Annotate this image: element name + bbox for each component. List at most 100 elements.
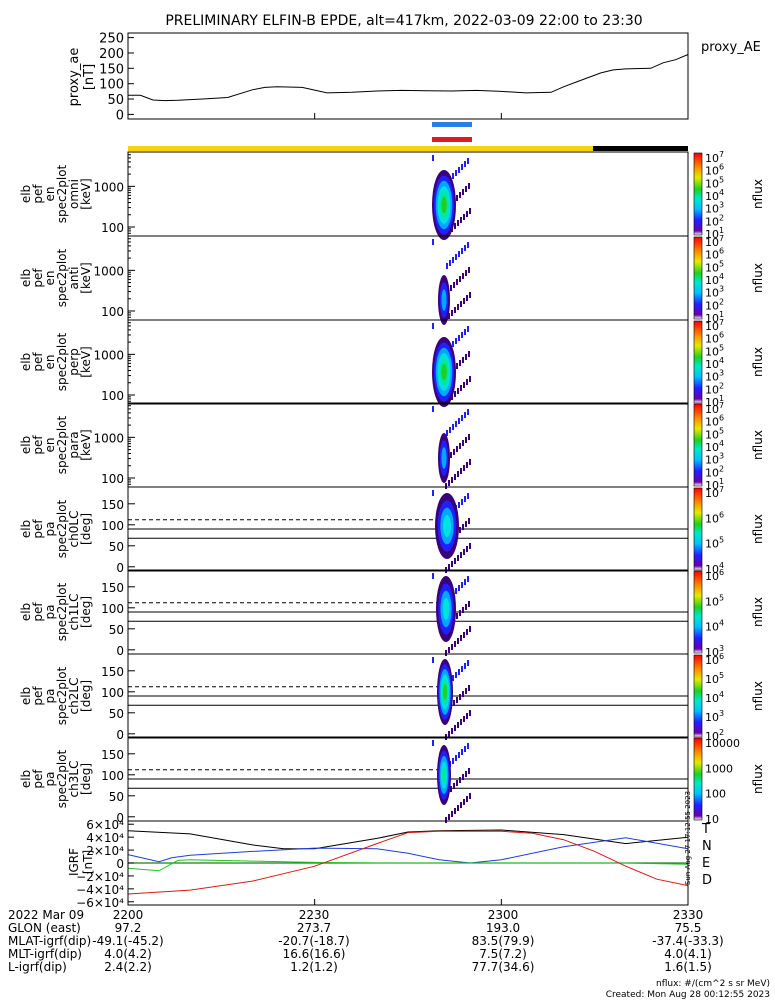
ch3LC-speckle	[464, 746, 466, 752]
ch1LC-colorbar-label: nflux	[751, 597, 765, 627]
ch3LC-speckle	[457, 805, 459, 811]
ch3LC-ytick-label: 150	[101, 748, 124, 762]
ae-ytick-label: 100	[99, 78, 124, 93]
ch2LC-frame	[127, 653, 689, 739]
ch3LC-speckle	[460, 802, 462, 808]
ch1LC-colorbar-tick: 105	[705, 593, 724, 608]
ch1LC-speckle	[454, 641, 456, 647]
footer-row-label: MLT-igrf(dip)	[8, 947, 82, 961]
anti-ylabel: pef	[31, 268, 45, 288]
ch2LC-speckle	[451, 728, 453, 734]
ch0LC-ylabel: [deg]	[79, 513, 93, 545]
igrf-ylabel: [nT]	[81, 850, 95, 874]
ch1LC-speckle	[448, 647, 450, 653]
omni-colorbar-label: nflux	[751, 179, 765, 209]
footer-value: 4.0(4.1)	[664, 947, 712, 961]
ch3LC-ylabel: elb	[19, 770, 33, 788]
omni-speckle	[462, 189, 464, 195]
anti-speckle	[455, 254, 457, 260]
ae-line	[128, 54, 689, 102]
ch3LC-flux-blob	[442, 766, 446, 784]
ch0LC-ylabel: pa	[43, 522, 57, 537]
ch2LC-speckle	[468, 685, 470, 691]
ch1LC-speckle	[445, 650, 447, 656]
ch0LC-speckle	[460, 552, 462, 558]
para-speckle	[459, 443, 461, 449]
ch2LC-speckle	[455, 672, 457, 678]
ch1LC-speckle	[463, 632, 465, 638]
anti-speckle	[452, 257, 454, 263]
ch1LC-speckle	[467, 576, 469, 582]
ch2LC-speckle	[465, 688, 467, 694]
anti-speckle	[467, 242, 469, 248]
para-speckle	[469, 459, 471, 465]
ch0LC-ytick-label: 150	[101, 498, 124, 512]
omni-ylabel: [keV]	[79, 178, 93, 209]
para-speckle	[452, 424, 454, 430]
ch2LC-ylabel: elb	[19, 687, 33, 705]
ch0LC-speckle	[468, 518, 470, 524]
ch2LC-speckle	[466, 713, 468, 719]
anti-speckle	[453, 282, 455, 288]
footer-value: -20.7(-18.7)	[278, 934, 349, 948]
footer-value: 4.0(4.2)	[104, 947, 152, 961]
ch3LC-speckle	[456, 780, 458, 786]
ch1LC-speckle	[468, 601, 470, 607]
ch2LC-ytick-label: 150	[101, 665, 124, 679]
igrf-E-line	[127, 859, 689, 872]
omni-speckle	[464, 161, 466, 167]
footer-value: 2300	[488, 908, 519, 922]
footer-value: 193.0	[486, 921, 520, 935]
igrf-ytick-label: 2×10⁴	[86, 844, 124, 858]
ch2LC-speckle	[459, 694, 461, 700]
ch1LC-colorbar-tick: 104	[705, 619, 724, 634]
igrf-ytick-label: 6×10⁴	[86, 818, 124, 832]
perp-speckle	[465, 354, 467, 360]
footer-value: 75.5	[675, 921, 702, 935]
para-colorbar	[693, 403, 703, 487]
ch3LC-ylabel: ch3LC	[67, 761, 81, 798]
omni-ylabel: spec2plot	[55, 164, 69, 223]
para-speckle	[463, 465, 465, 471]
ch3LC-speckle	[462, 774, 464, 780]
igrf-legend-T: T	[701, 822, 710, 837]
ch1LC-colorbar-tick: 106	[705, 568, 724, 583]
perp-speckle	[467, 326, 469, 332]
anti-ytick-label: 100	[101, 305, 124, 319]
ch2LC-colorbar-tick: 106	[705, 652, 724, 667]
ch2LC-ylabel: pef	[31, 686, 45, 706]
omni-speckle	[454, 223, 456, 229]
perp-speckle	[460, 385, 462, 391]
ch1LC-speckle	[461, 582, 463, 588]
footer-row-label: 2022 Mar 09	[8, 908, 84, 922]
omni-ylabel: omni	[67, 179, 81, 209]
para-speckle	[466, 462, 468, 468]
footer-value: 77.7(34.6)	[472, 960, 535, 974]
perp-colorbar	[693, 320, 703, 404]
anti-speckle	[469, 292, 471, 298]
anti-ylabel: spec2plot	[55, 248, 69, 307]
ch3LC-ytick-label: 0	[116, 811, 124, 825]
anti-colorbar-label: nflux	[751, 263, 765, 293]
ch1LC-ylabel: elb	[19, 603, 33, 621]
ch2LC-speckle	[460, 719, 462, 725]
anti-speckle	[446, 263, 448, 269]
ch2LC-speckle	[448, 731, 450, 737]
para-speckle	[468, 434, 470, 440]
ch0LC-speckle	[469, 543, 471, 549]
ch2LC-speckle	[462, 691, 464, 697]
footer-value: 83.5(79.9)	[472, 934, 535, 948]
ch1LC-ytick-label: 150	[101, 581, 124, 595]
ch1LC-speckle	[469, 626, 471, 632]
ch0LC-ytick-label: 100	[101, 519, 124, 533]
igrf-ytick-label: −6×10⁴	[76, 896, 124, 910]
anti-speckle	[454, 307, 456, 313]
anti-speckle	[460, 301, 462, 307]
ch0LC-ylabel: spec2plot	[55, 499, 69, 558]
anti-ylabel: anti	[67, 267, 81, 290]
perp-speckle	[469, 376, 471, 382]
footer-row-label: GLON (east)	[8, 921, 81, 935]
para-speckle	[461, 415, 463, 421]
footer-value: 1.6(1.5)	[664, 960, 712, 974]
